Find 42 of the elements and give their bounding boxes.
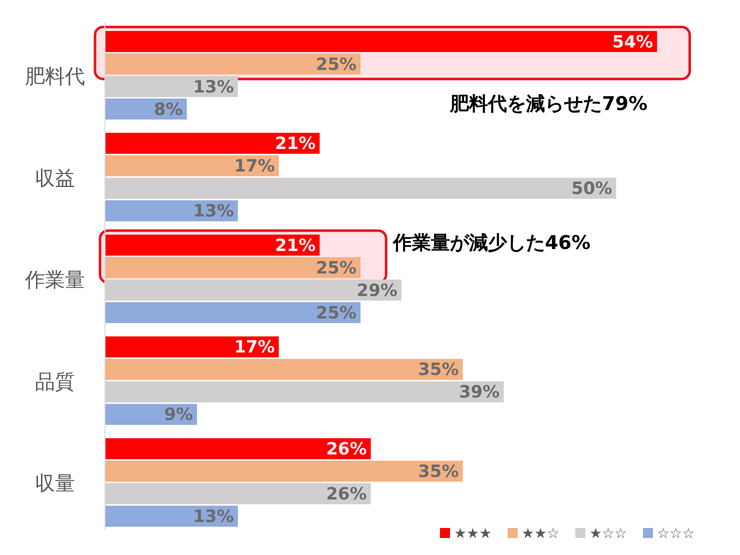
data-label: 17% xyxy=(234,338,275,358)
y-tick-label: 収益 xyxy=(35,166,75,190)
y-tick-label: 品質 xyxy=(35,369,75,394)
data-label: 29% xyxy=(356,280,398,301)
bar xyxy=(105,336,279,358)
bar xyxy=(105,358,463,380)
bar xyxy=(105,302,361,324)
annotation: 肥料代を減らせた79% xyxy=(449,93,648,115)
bar xyxy=(105,460,463,482)
y-tick-label: 肥料代 xyxy=(25,64,85,88)
data-label: 13% xyxy=(193,506,234,527)
data-label: 9% xyxy=(164,405,193,426)
legend-label: ★☆☆ xyxy=(589,526,627,542)
data-label: 8% xyxy=(154,100,183,120)
bar xyxy=(105,54,361,74)
legend-label: ★★★ xyxy=(454,526,492,542)
bar xyxy=(105,506,238,527)
legend-label: ★★☆ xyxy=(522,526,560,542)
y-tick-label: 収量 xyxy=(35,471,75,496)
data-label: 54% xyxy=(612,32,653,52)
data-label: 26% xyxy=(326,484,367,504)
data-label: 13% xyxy=(193,77,234,98)
bar xyxy=(105,438,371,460)
data-label: 17% xyxy=(234,156,275,177)
data-label: 13% xyxy=(193,202,234,222)
data-label: 35% xyxy=(418,360,459,380)
data-label: 25% xyxy=(316,54,357,75)
y-tick-label: 作業量 xyxy=(24,268,85,292)
data-label: 26% xyxy=(326,439,367,460)
data-label: 35% xyxy=(418,462,459,482)
bar xyxy=(105,234,320,256)
data-label: 25% xyxy=(316,258,357,278)
annotation: 作業量が減少した46% xyxy=(392,232,590,254)
legend-label: ☆☆☆ xyxy=(656,526,695,542)
bar xyxy=(105,200,238,222)
bar xyxy=(105,132,320,154)
data-label: 21% xyxy=(274,236,316,256)
data-label: 21% xyxy=(274,134,316,154)
data-label: 39% xyxy=(458,382,500,403)
data-label: 50% xyxy=(571,179,612,200)
data-label: 25% xyxy=(316,303,357,324)
bar xyxy=(105,155,279,176)
